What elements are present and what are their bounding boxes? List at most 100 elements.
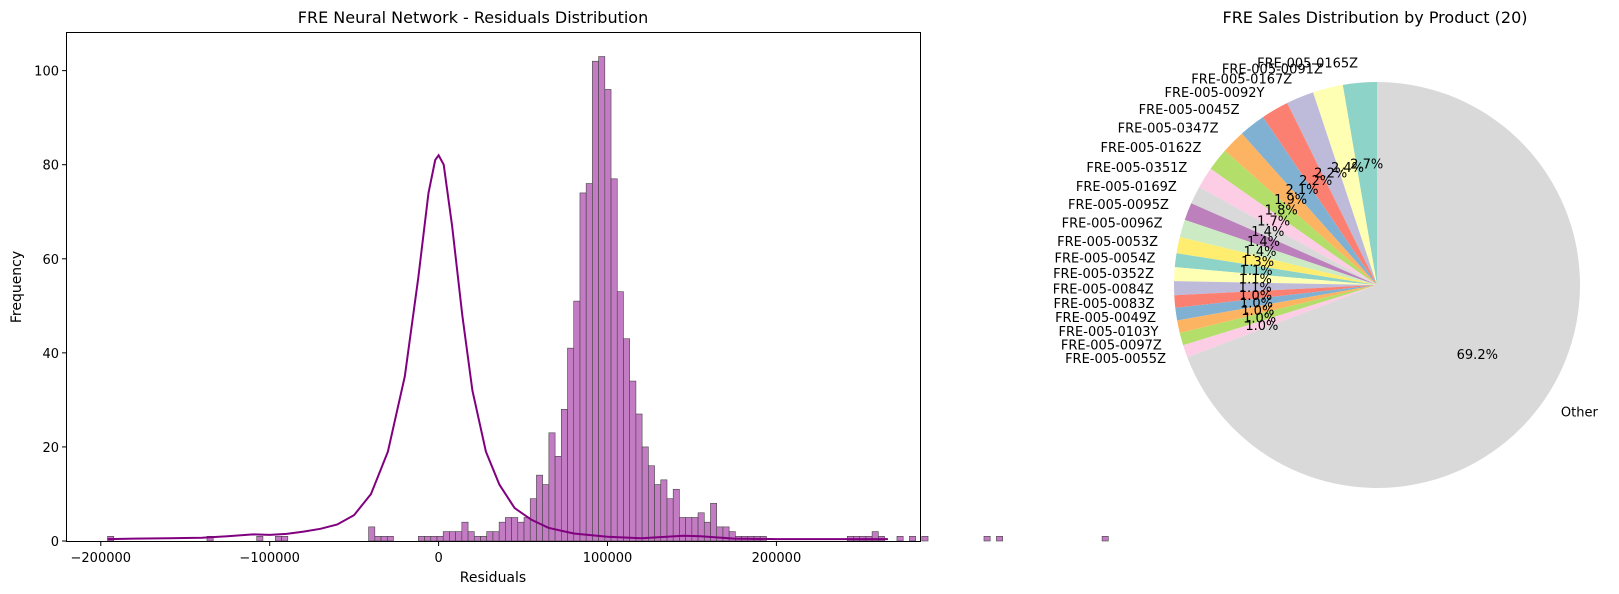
histogram-bars [107, 56, 1109, 542]
histogram-bar [660, 479, 668, 542]
histogram-bar [480, 535, 488, 542]
pie-slice [1287, 92, 1377, 285]
pie-percent-label: 1.4% [1243, 245, 1276, 260]
pie-slice-label: FRE-005-0053Z [1057, 235, 1158, 250]
pie-slice-label: FRE-005-0352Z [1053, 267, 1154, 282]
histogram-bar [442, 531, 450, 542]
histogram-bar [430, 535, 438, 542]
histogram-bar [641, 446, 649, 542]
pie-percent-label: 1.7% [1257, 215, 1290, 230]
x-tick-label: 100000 [583, 551, 633, 566]
pie-percent-label: 1.4% [1251, 225, 1284, 240]
x-tick-label: −200000 [71, 551, 132, 566]
histogram-bar [542, 484, 550, 542]
kde-curve [107, 153, 888, 541]
pie-slice-label: FRE-005-0055Z [1065, 352, 1166, 367]
pie-percent-label: 1.8% [1265, 204, 1298, 219]
pie-percent-label: 2.2% [1299, 174, 1332, 189]
histogram-bar [896, 535, 904, 542]
pie-slice-label: FRE-005-0045Z [1139, 103, 1240, 118]
pie-slice-label: FRE-005-0097Z [1061, 339, 1162, 354]
histogram-bar [523, 517, 531, 542]
pie-slice [1183, 285, 1377, 358]
histogram-bar [505, 517, 512, 542]
y-axis-ticks: 0 20 40 60 80 100 [34, 65, 67, 550]
pie-percent-label: 1.1% [1239, 273, 1272, 288]
histogram-bar [691, 517, 699, 542]
histogram-bar [666, 498, 674, 542]
pie-slice-label: FRE-005-0083Z [1053, 297, 1154, 312]
histogram-bar [604, 89, 612, 542]
pie-percent-label: 1.0% [1240, 297, 1273, 312]
pie-slice [1174, 281, 1377, 296]
pie-slice-label: FRE-005-0095Z [1068, 198, 1169, 213]
histogram-bar [654, 484, 662, 542]
histogram-bar [380, 535, 388, 542]
pie-slice-label: FRE-005-0162Z [1100, 141, 1201, 156]
histogram-bar [573, 300, 581, 542]
histogram-bar [386, 535, 394, 542]
pie-slice [1179, 219, 1377, 285]
histogram-bar [424, 535, 432, 542]
histogram-bar [710, 503, 717, 542]
pie-slice-label: FRE-005-0084Z [1053, 283, 1154, 298]
histogram-plot-area [66, 32, 921, 542]
pie-slice-label: FRE-005-0049Z [1055, 311, 1156, 326]
pie-slice-label: FRE-005-0351Z [1086, 161, 1187, 176]
pie-slice-label: FRE-005-0096Z [1062, 217, 1163, 232]
pie-slice-label: FRE-005-0165Z [1257, 57, 1358, 72]
pie-slice [1313, 84, 1377, 285]
histogram-bar [455, 531, 463, 542]
y-tick-label: 60 [42, 253, 59, 268]
pie-slice [1175, 285, 1377, 321]
pie-slice [1342, 82, 1377, 285]
histogram-bar [548, 432, 556, 542]
pie-percent-label: 1.0% [1245, 319, 1278, 334]
y-axis-label: Frequency [9, 251, 25, 323]
pie-slice [1179, 285, 1377, 346]
y-tick-label: 20 [42, 441, 59, 456]
histogram-bar [275, 535, 282, 542]
pie-slices [1174, 81, 1580, 488]
pie-slice [1241, 117, 1377, 285]
x-tick-label: 0 [434, 551, 442, 566]
pie-percent-label: 2.4% [1331, 161, 1364, 176]
histogram-bar [1101, 535, 1109, 542]
histogram-bar [629, 380, 637, 542]
pie-slice-label: FRE-005-0054Z [1054, 252, 1155, 267]
pie-slice-label: FRE-005-0091Z [1222, 62, 1323, 77]
histogram-bar [517, 521, 525, 542]
histogram-bar [473, 535, 481, 542]
histogram-bar [449, 531, 456, 542]
histogram-bar [492, 531, 500, 542]
histogram-bar [679, 517, 686, 542]
pie-percent-labels: 2.7%2.4%2.2%2.2%2.1%1.9%1.8%1.7%1.4%1.4%… [1239, 158, 1498, 364]
histogram-bar [921, 535, 929, 542]
histogram-bar [467, 531, 475, 542]
x-axis-ticks: −200000 −100000 0 100000 200000 [71, 541, 801, 566]
histogram-bar [281, 535, 289, 542]
histogram-bar [374, 535, 382, 542]
pie-slice [1174, 267, 1377, 285]
pie-slice-label: Other [1561, 406, 1599, 421]
histogram-bar [511, 517, 519, 542]
histogram-bar [592, 60, 599, 542]
pie-slice-label: FRE-005-0167Z [1191, 72, 1292, 87]
histogram-bar [554, 456, 562, 542]
histogram-bar [672, 488, 680, 542]
histogram-title: FRE Neural Network - Residuals Distribut… [298, 8, 648, 27]
pie-slice-label: FRE-005-0169Z [1076, 180, 1177, 195]
histogram-bar [623, 338, 630, 542]
pie-slice [1262, 102, 1377, 285]
sales-pie-chart: FRE Sales Distribution by Product (20) F… [1053, 8, 1599, 488]
histogram-bar [567, 347, 575, 542]
histogram-bar [610, 178, 618, 542]
histogram-bar [648, 465, 655, 542]
histogram-bar [716, 526, 724, 542]
histogram-bar [486, 531, 494, 542]
pie-percent-label: 2.7% [1350, 158, 1383, 173]
histogram-bar [560, 408, 568, 542]
pie-slice [1174, 253, 1377, 285]
